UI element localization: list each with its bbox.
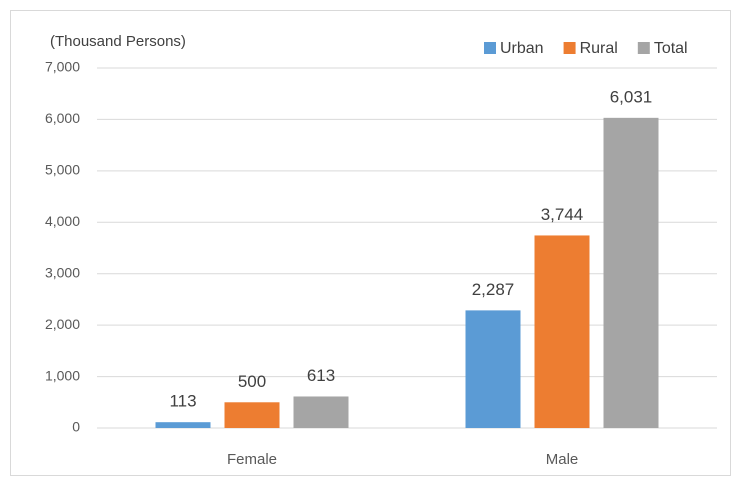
y-tick-label: 5,000 <box>45 162 80 178</box>
legend-label: Urban <box>500 40 544 57</box>
y-tick-label: 0 <box>72 419 80 435</box>
bar <box>224 402 280 428</box>
legend-label: Total <box>654 40 688 57</box>
x-tick-label: Male <box>546 451 579 468</box>
bar <box>465 310 521 428</box>
legend-swatch <box>484 42 496 54</box>
value-label: 500 <box>238 372 266 391</box>
y-tick-label: 3,000 <box>45 264 80 280</box>
x-tick-label: Female <box>227 451 277 468</box>
legend-swatch <box>563 42 576 54</box>
legend-label: Rural <box>580 40 618 57</box>
bar <box>293 396 349 428</box>
value-label: 3,744 <box>541 205 584 224</box>
y-tick-label: 4,000 <box>45 213 80 229</box>
bar <box>155 422 211 428</box>
legend-swatch <box>637 42 650 54</box>
chart-border <box>10 10 731 476</box>
y-tick-label: 1,000 <box>45 367 80 383</box>
y-axis-label: (Thousand Persons) <box>50 33 186 50</box>
value-label: 613 <box>307 366 335 385</box>
bar <box>534 235 590 428</box>
value-label: 113 <box>169 392 196 411</box>
y-tick-label: 6,000 <box>45 110 80 126</box>
y-tick-label: 7,000 <box>45 59 80 75</box>
y-tick-label: 2,000 <box>45 316 80 332</box>
value-label: 6,031 <box>610 87 653 106</box>
value-label: 2,287 <box>472 280 515 299</box>
bar <box>603 117 659 428</box>
